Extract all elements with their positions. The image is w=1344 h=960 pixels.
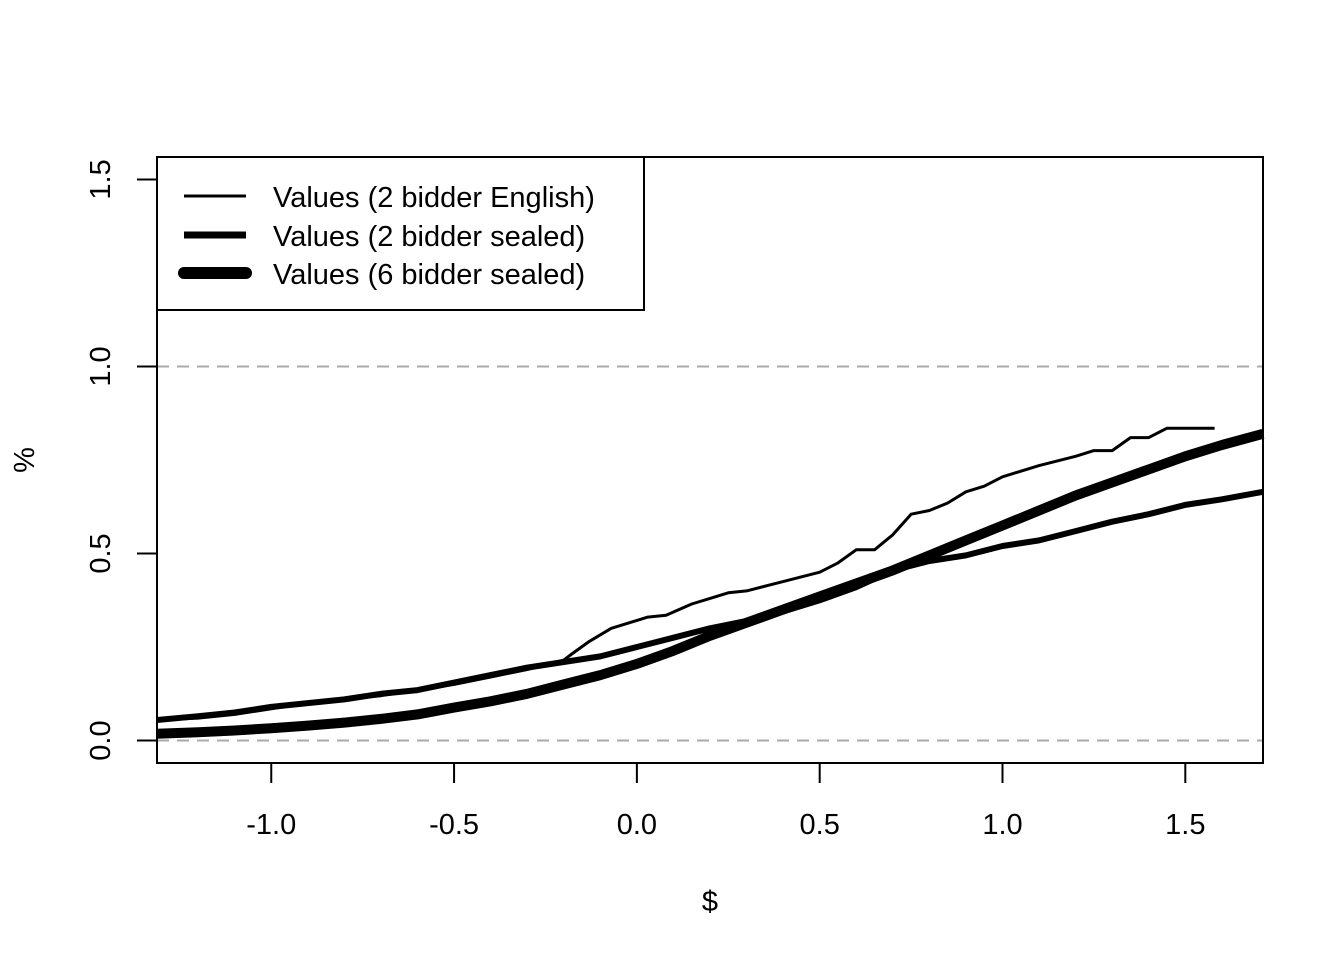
y-tick-label: 0.5 bbox=[85, 533, 117, 573]
y-tick-label: 0.0 bbox=[85, 720, 117, 760]
legend: Values (2 bidder English) Values (2 bidd… bbox=[156, 156, 645, 311]
x-tick-label: 1.5 bbox=[1165, 809, 1205, 841]
series-line-2 bbox=[156, 428, 1265, 739]
legend-label-6-sealed: Values (6 bidder sealed) bbox=[273, 259, 585, 291]
y-axis: 0.0 0.5 1.0 1.5 bbox=[85, 159, 158, 761]
x-tick-label: 1.0 bbox=[982, 809, 1022, 841]
y-tick-label: 1.0 bbox=[85, 346, 117, 386]
series-group bbox=[156, 426, 1265, 739]
x-tick-label: 0.5 bbox=[800, 809, 840, 841]
y-tick-label: 1.5 bbox=[85, 159, 117, 199]
series-line-1 bbox=[156, 488, 1264, 723]
x-axis: -1.0 -0.5 0.0 0.5 1.0 1.5 bbox=[246, 762, 1205, 841]
legend-label-english: Values (2 bidder English) bbox=[273, 182, 595, 214]
legend-label-2-sealed: Values (2 bidder sealed) bbox=[273, 221, 585, 253]
x-axis-title: $ bbox=[702, 886, 718, 918]
x-tick-label: -1.0 bbox=[246, 809, 296, 841]
x-tick-label: 0.0 bbox=[617, 809, 657, 841]
x-tick-label: -0.5 bbox=[429, 809, 479, 841]
y-axis-title: % bbox=[9, 447, 41, 473]
reference-lines bbox=[157, 365, 1263, 742]
